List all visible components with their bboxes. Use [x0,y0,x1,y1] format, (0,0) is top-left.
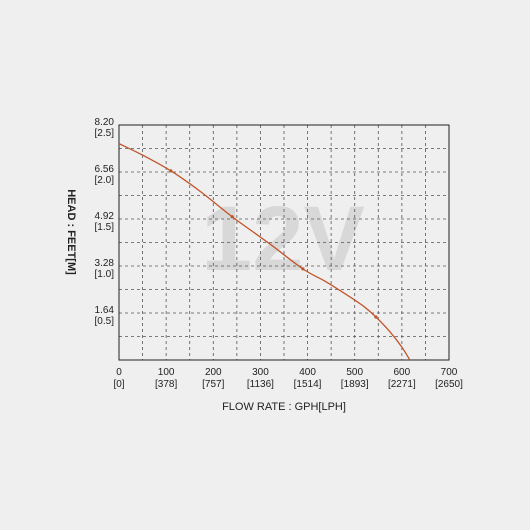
y-tick-label: 6.56 [95,164,115,175]
x-tick-sublabel: [1514] [294,379,322,390]
plot-frame [118,124,450,361]
y-axis-label: HEAD : FEET[M] [65,189,77,275]
x-tick-sublabel: [1893] [341,379,369,390]
y-tick-sublabel: [2.5] [95,128,115,139]
data-point [301,267,305,271]
y-tick-label: 8.20 [95,117,115,128]
x-tick-label: 100 [158,367,175,378]
grid-lines [119,125,449,360]
x-tick-sublabel: [378] [155,379,177,390]
data-point [169,169,173,173]
y-tick-sublabel: [1.5] [95,222,115,233]
x-tick-label: 300 [252,367,269,378]
y-tick-sublabel: [2.0] [95,175,115,186]
x-tick-label: 400 [299,367,316,378]
x-tick-sublabel: [757] [202,379,224,390]
x-tick-sublabel: [2271] [388,379,416,390]
y-tick-sublabel: [1.0] [95,269,115,280]
series-layer [118,143,411,361]
x-tick-sublabel: [0] [113,379,124,390]
y-tick-label: 4.92 [95,211,115,222]
x-axis-ticks: 0[0] 100[378] 200[757] 300[1136] 400[1514] 50… [113,367,463,390]
x-tick-label: 700 [441,367,458,378]
x-tick-label: 600 [394,367,411,378]
x-tick-label: 0 [116,367,122,378]
x-tick-label: 500 [346,367,363,378]
y-axis-ticks: 1.64[0.5] 3.28[1.0] 4.92[1.5] 6.56[2.0] 8.20… [95,117,115,327]
x-axis-label: FLOW RATE : GPH[LPH] [222,401,346,413]
y-tick-label: 3.28 [95,258,115,269]
x-tick-label: 200 [205,367,222,378]
x-tick-sublabel: [2650] [435,379,463,390]
y-tick-label: 1.64 [95,305,115,316]
series-line [118,143,411,361]
y-tick-sublabel: [0.5] [95,316,115,327]
chart-watermark: 12V [201,188,365,290]
data-point [374,315,378,319]
x-tick-sublabel: [1136] [247,379,274,390]
data-point [230,215,234,219]
